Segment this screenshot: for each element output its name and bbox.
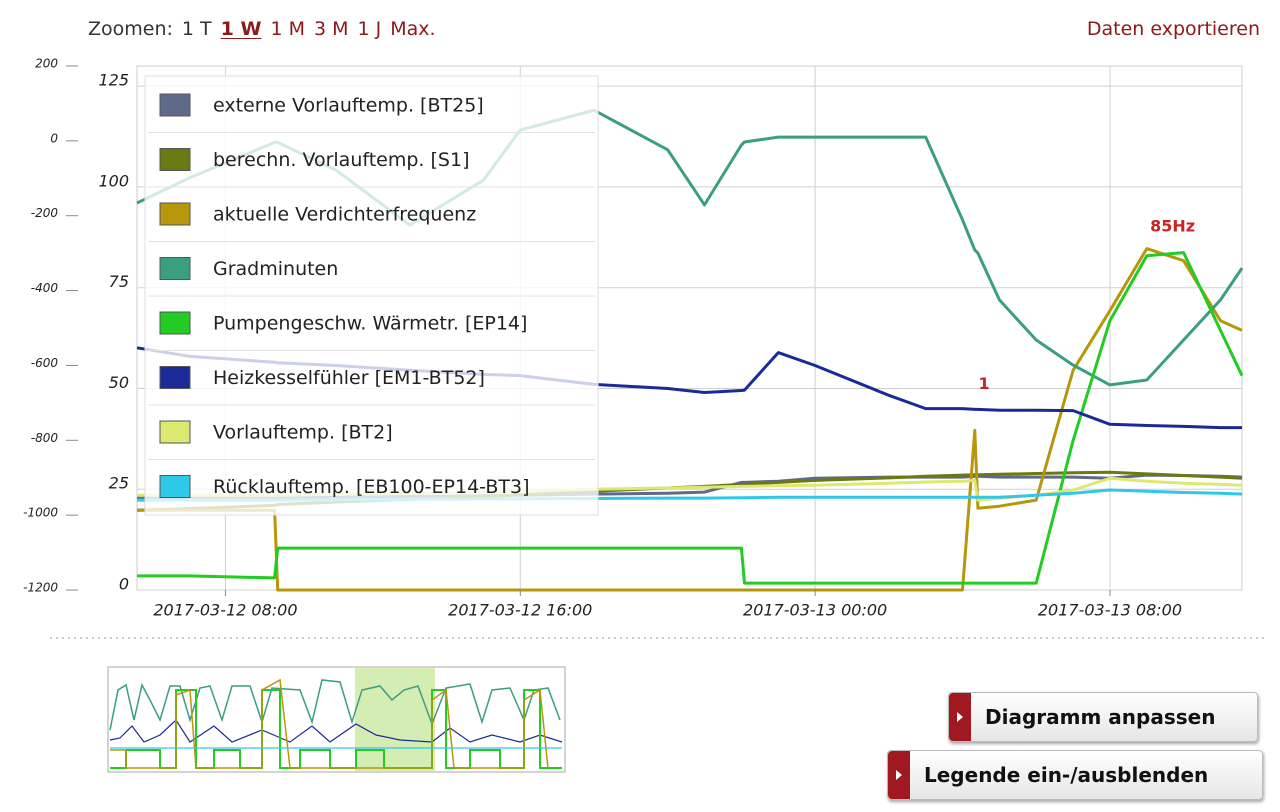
x-tick-label: 2017-03-12 08:00 [153, 601, 297, 620]
button-tab [888, 751, 910, 799]
y2-tick-label: -800 [31, 431, 59, 445]
legend-swatch [159, 420, 191, 444]
y2-tick-label: -400 [31, 281, 59, 295]
legend-label: aktuelle Verdichterfrequenz [213, 204, 476, 226]
y2-tick-label: -1200 [23, 581, 58, 595]
series-line [137, 251, 1244, 585]
zoom-option[interactable]: 1 M [270, 18, 305, 40]
y-tick-label: 75 [109, 272, 129, 291]
zoom-label: Zoomen: [88, 18, 173, 40]
y-tick-label: 50 [109, 373, 129, 392]
navigator-line [109, 719, 563, 743]
legend-swatch [159, 366, 191, 389]
zoom-option[interactable]: 3 M [313, 18, 349, 40]
button-tab [949, 693, 971, 741]
x-tick-label: 2017-03-13 00:00 [743, 601, 887, 620]
legend-swatch [159, 148, 191, 171]
navigator-line [109, 679, 561, 731]
navigator-line [110, 689, 562, 769]
zoom-option[interactable]: 1 W [220, 18, 262, 40]
y2-tick-label: 200 [35, 57, 58, 71]
series-line [137, 247, 1243, 592]
legend-label: berechn. Vorlauftemp. [S1] [213, 149, 469, 171]
legend-swatch [159, 202, 191, 226]
button-label: Diagramm anpassen [985, 705, 1216, 729]
export-link[interactable]: Daten exportieren [1086, 18, 1260, 40]
navigator-frame [107, 666, 566, 773]
legend-label: Rücklauftemp. [EB100-EP14-BT3] [213, 476, 529, 498]
customize-button[interactable]: Diagramm anpassen [948, 692, 1258, 742]
y-tick-label: 0 [119, 575, 129, 594]
legend-label: Gradminuten [213, 258, 338, 280]
navigator-selection[interactable] [355, 668, 435, 771]
zoom-option[interactable]: 1 T [181, 18, 212, 40]
y-tick-label: 125 [98, 71, 129, 90]
annotation: 85Hz [1150, 217, 1195, 236]
navigator[interactable] [107, 666, 566, 773]
y2-tick-label: -200 [31, 206, 59, 220]
legend-swatch [159, 93, 191, 117]
legend-label: Vorlauftemp. [BT2] [213, 422, 393, 444]
legend-label: externe Vorlauftemp. [BT25] [213, 95, 484, 117]
legend-swatch [159, 311, 191, 335]
legend-swatch [159, 257, 191, 280]
legend-label: Heizkesselfühler [EM1-BT52] [213, 367, 485, 389]
y2-tick-label: 0 [50, 131, 58, 145]
zoom-option[interactable]: 1 J [357, 18, 382, 40]
y-tick-label: 25 [109, 474, 129, 493]
zoom-toolbar: Zoomen: 1 T 1 W 1 M 3 M 1 J Max. [88, 18, 436, 40]
annotation: 1 [978, 374, 989, 393]
legend-label: Pumpengeschw. Wärmetr. [EP14] [213, 313, 527, 335]
y2-tick-label: -1000 [23, 506, 58, 520]
navigator-line [110, 678, 549, 769]
legend-toggle-button[interactable]: Legende ein-/ausblenden [887, 750, 1263, 800]
legend-swatch [159, 475, 191, 498]
y-tick-label: 100 [98, 171, 129, 190]
x-tick-label: 2017-03-12 16:00 [448, 601, 592, 620]
x-tick-label: 2017-03-13 08:00 [1038, 601, 1182, 620]
button-label: Legende ein-/ausblenden [924, 763, 1209, 787]
zoom-option[interactable]: Max. [390, 18, 436, 40]
y2-tick-label: -600 [31, 356, 59, 370]
